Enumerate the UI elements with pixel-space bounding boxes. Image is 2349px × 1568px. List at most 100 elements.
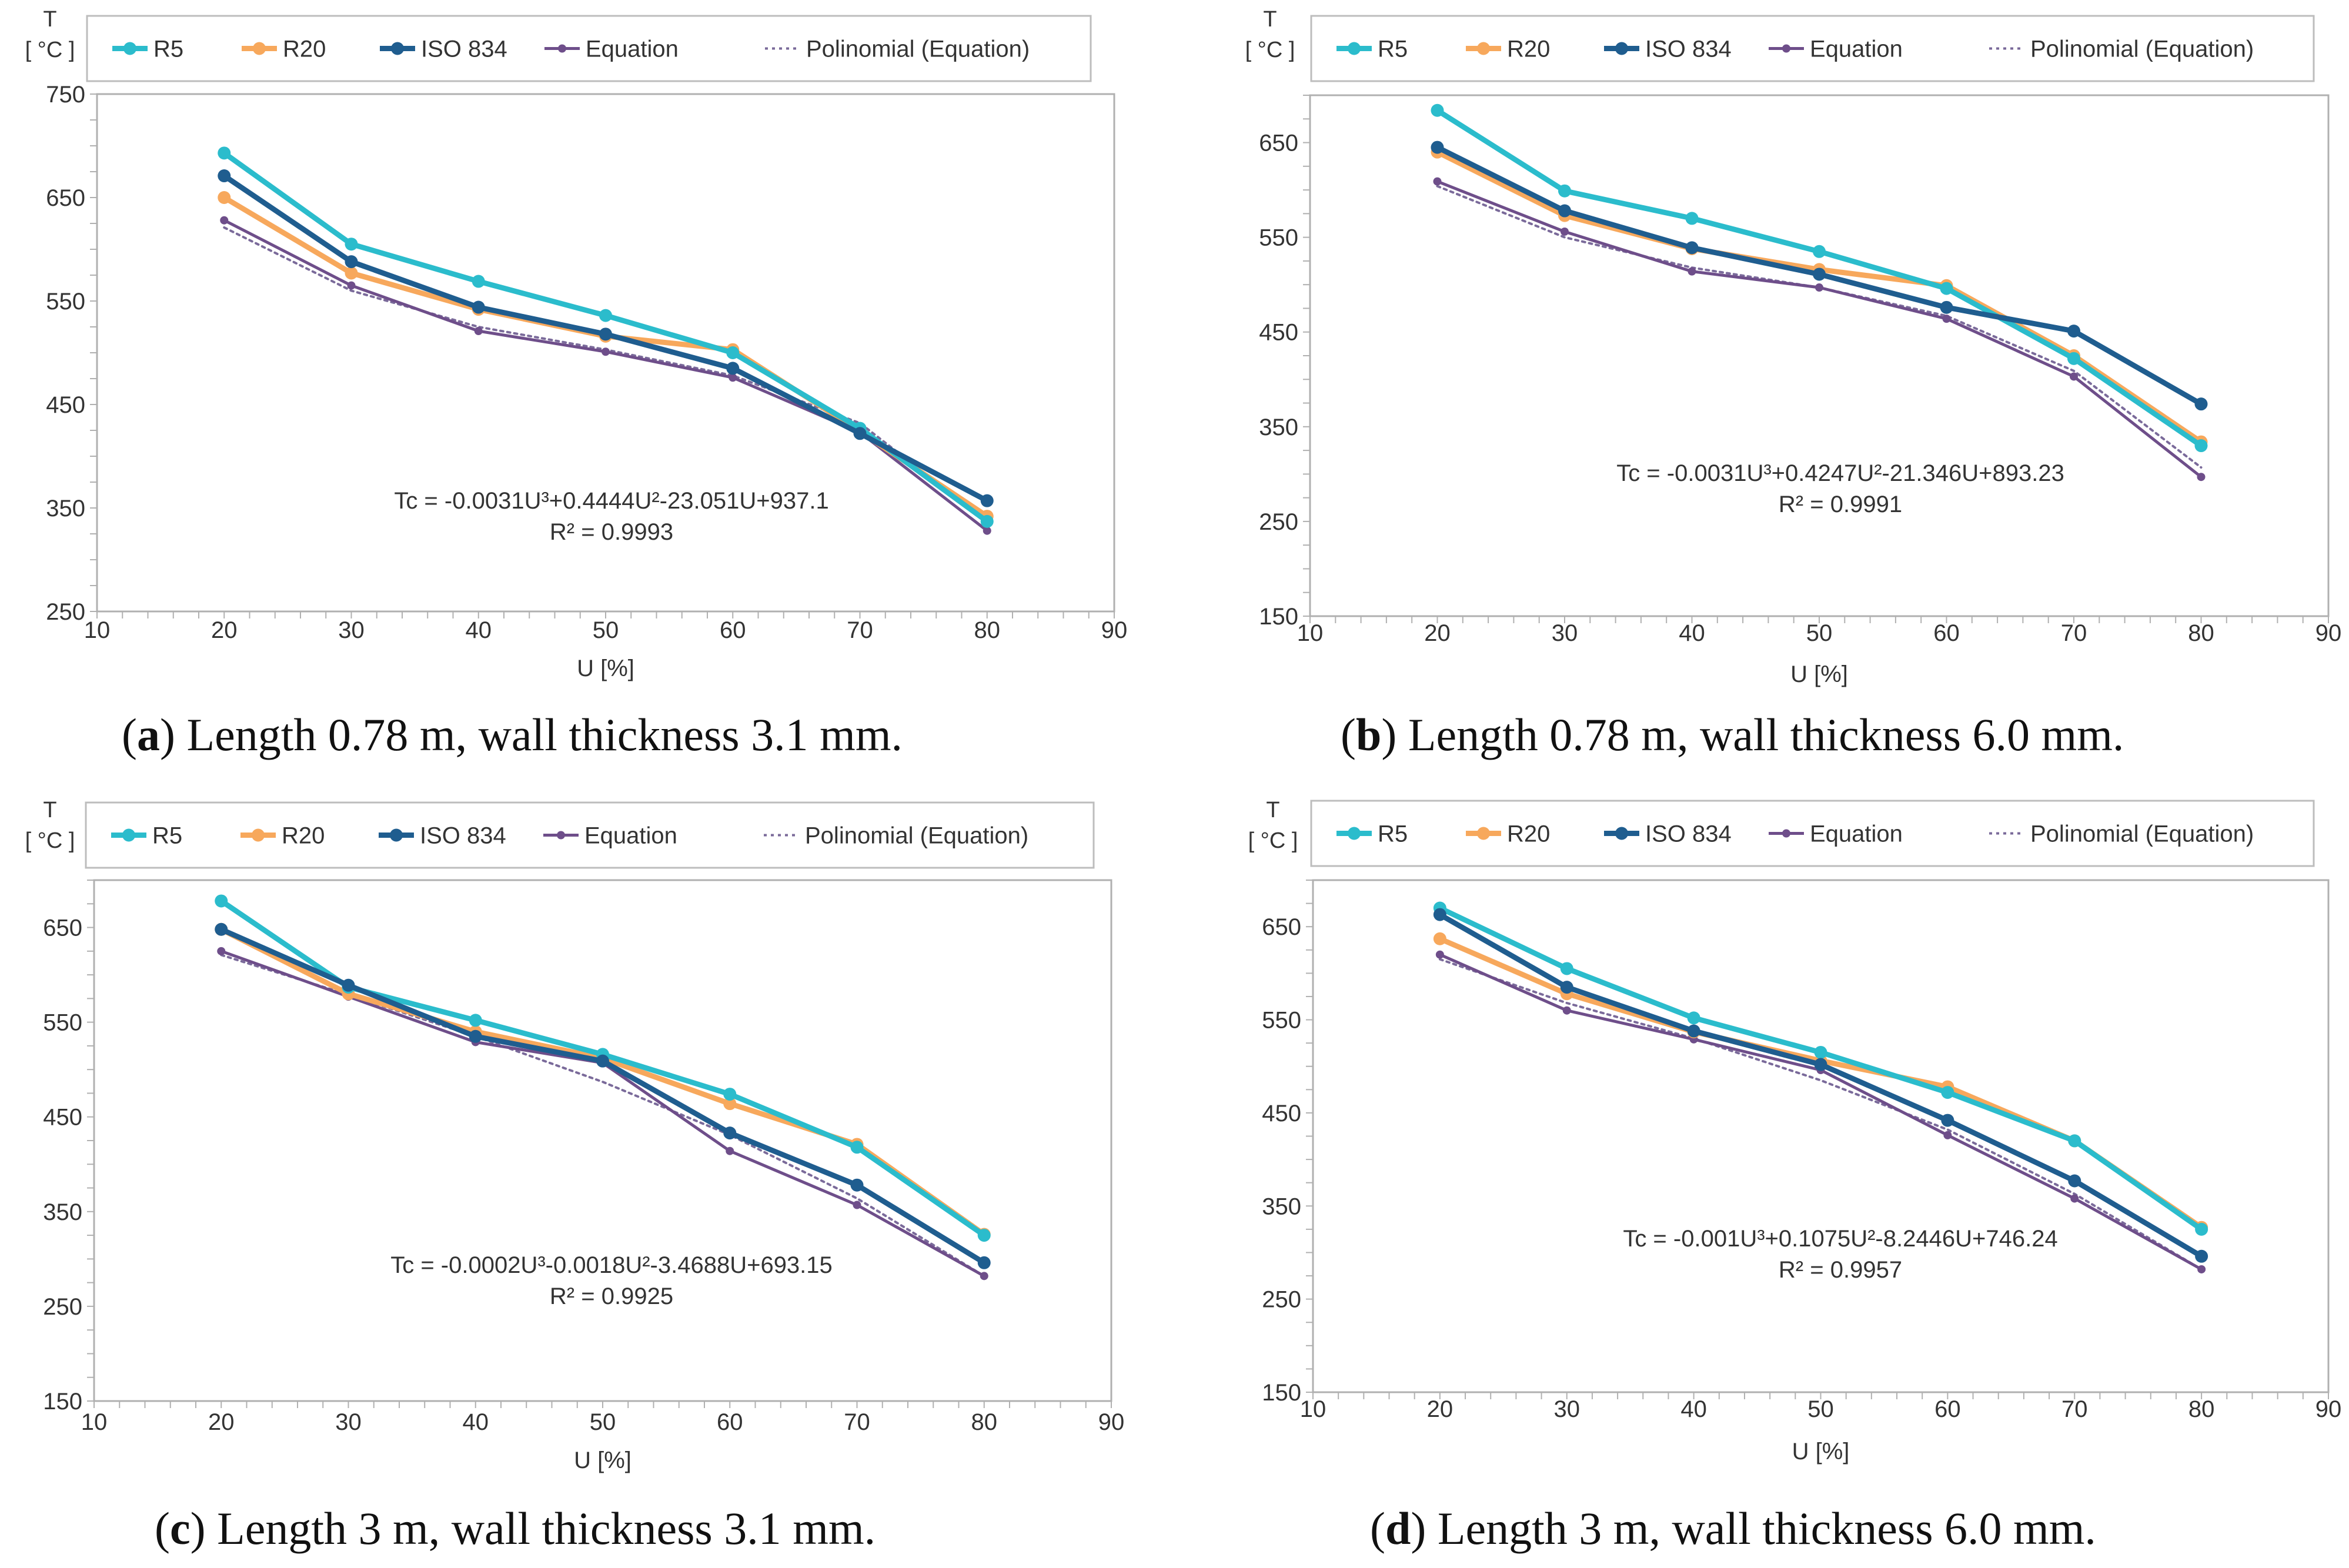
y-axis-label: T <box>1266 798 1279 823</box>
y-tick-label: 350 <box>1259 414 1298 440</box>
data-point <box>983 526 991 535</box>
caption-text-b: Length 0.78 m, wall thickness 6.0 mm. <box>1408 709 2124 760</box>
legend-entry: R5 <box>153 36 183 62</box>
data-point <box>729 373 737 382</box>
legend-swatch-marker <box>1348 827 1361 840</box>
x-tick-label: 80 <box>2188 620 2214 646</box>
data-point <box>1687 1024 1700 1038</box>
data-point <box>726 362 740 375</box>
trendline-equation: Tc = -0.0002U³-0.0018U²-3.4688U+693.15 <box>390 1252 833 1278</box>
x-tick-label: 30 <box>1554 1396 1581 1422</box>
x-tick-label: 30 <box>338 617 365 643</box>
data-point <box>599 327 612 341</box>
data-point <box>596 1054 609 1068</box>
legend-swatch-marker <box>391 42 404 55</box>
x-tick-label: 30 <box>335 1409 362 1435</box>
legend-entry: R20 <box>1507 821 1550 847</box>
x-tick-label: 70 <box>2061 1396 2088 1422</box>
trendline-equation: Tc = -0.001U³+0.1075U²-8.2446U+746.24 <box>1623 1226 2057 1252</box>
data-point <box>853 1201 861 1209</box>
y-tick-label: 550 <box>43 1010 82 1036</box>
y-axis-label-unit: [ °C ] <box>1248 828 1298 853</box>
data-point <box>1433 932 1446 945</box>
data-point <box>2195 1222 2208 1236</box>
x-tick-label: 60 <box>1934 1396 1961 1422</box>
legend-entry: Polinomial (Equation) <box>2030 821 2254 847</box>
data-point <box>2067 352 2080 365</box>
data-point <box>1941 1086 1954 1099</box>
caption-a: (a) Length 0.78 m, wall thickness 3.1 mm… <box>122 709 903 760</box>
legend-entry: R5 <box>152 823 182 849</box>
caption-letter-c: c <box>169 1503 191 1554</box>
legend-entry: Polinomial (Equation) <box>805 823 1028 849</box>
legend-entry: ISO 834 <box>421 36 507 62</box>
data-point <box>220 216 229 225</box>
y-tick-label: 550 <box>46 289 85 315</box>
data-point <box>1431 141 1444 154</box>
x-axis-label: U [%] <box>1790 661 1848 687</box>
y-axis-label-unit: [ °C ] <box>25 828 75 853</box>
data-point <box>726 1146 734 1155</box>
caption-letter-d: d <box>1385 1503 1411 1554</box>
legend-entry: Equation <box>586 36 679 62</box>
data-point <box>723 1126 737 1140</box>
data-point <box>850 1141 864 1154</box>
legend-swatch-marker <box>253 42 266 55</box>
data-point <box>217 947 226 955</box>
data-point <box>726 346 740 359</box>
y-tick-label: 450 <box>1262 1101 1301 1126</box>
trendline-r-squared: R² = 0.9991 <box>1779 492 1902 517</box>
legend-swatch-marker <box>1477 827 1490 840</box>
y-tick-label: 650 <box>1259 131 1298 156</box>
y-tick-label: 650 <box>46 185 85 211</box>
data-point <box>1560 962 1573 975</box>
data-point <box>1433 177 1442 186</box>
data-point <box>723 1088 737 1101</box>
x-tick-label: 60 <box>1933 620 1960 646</box>
data-point <box>2194 397 2208 411</box>
y-tick-label: 450 <box>43 1105 82 1131</box>
caption-text-d: Length 3 m, wall thickness 6.0 mm. <box>1437 1503 2096 1554</box>
data-point <box>215 922 228 936</box>
x-tick-label: 50 <box>1807 1396 1834 1422</box>
plot-frame <box>1312 879 2330 1393</box>
x-tick-label: 10 <box>1300 1396 1326 1422</box>
data-point <box>2197 1265 2206 1273</box>
data-point <box>2068 1174 2081 1188</box>
legend-swatch-marker <box>1782 44 1790 53</box>
caption-letter-b: b <box>1355 709 1382 760</box>
data-point <box>1940 282 1953 295</box>
legend-swatch-marker <box>1615 827 1628 840</box>
data-point <box>347 281 356 290</box>
legend-swatch-marker <box>1782 829 1790 838</box>
data-point <box>1814 1045 1827 1059</box>
data-point <box>345 255 358 269</box>
x-tick-label: 40 <box>466 617 492 643</box>
legend-entry: R20 <box>283 36 326 62</box>
caption-d: (d) Length 3 m, wall thickness 6.0 mm. <box>1370 1503 2096 1554</box>
y-tick-label: 450 <box>46 392 85 418</box>
y-tick-label: 350 <box>43 1199 82 1225</box>
data-point <box>1560 981 1573 994</box>
data-point <box>1561 227 1569 236</box>
x-tick-label: 70 <box>844 1409 870 1435</box>
x-tick-label: 60 <box>717 1409 743 1435</box>
caption-c: (c) Length 3 m, wall thickness 3.1 mm. <box>155 1503 876 1554</box>
data-point <box>469 1014 482 1027</box>
data-point <box>2195 1249 2208 1263</box>
legend-swatch-marker <box>122 828 135 842</box>
data-point <box>218 191 231 204</box>
legend-entry: Equation <box>1810 821 1903 847</box>
data-point <box>1688 267 1696 276</box>
data-point <box>474 327 483 336</box>
legend-entry: R5 <box>1378 821 1408 847</box>
legend-swatch-marker <box>1348 42 1361 55</box>
data-point <box>2070 1194 2079 1203</box>
legend-entry: R20 <box>1507 36 1550 62</box>
data-point <box>345 238 358 251</box>
x-tick-label: 50 <box>1806 620 1833 646</box>
x-tick-label: 70 <box>2061 620 2087 646</box>
legend-entry: ISO 834 <box>1645 36 1732 62</box>
